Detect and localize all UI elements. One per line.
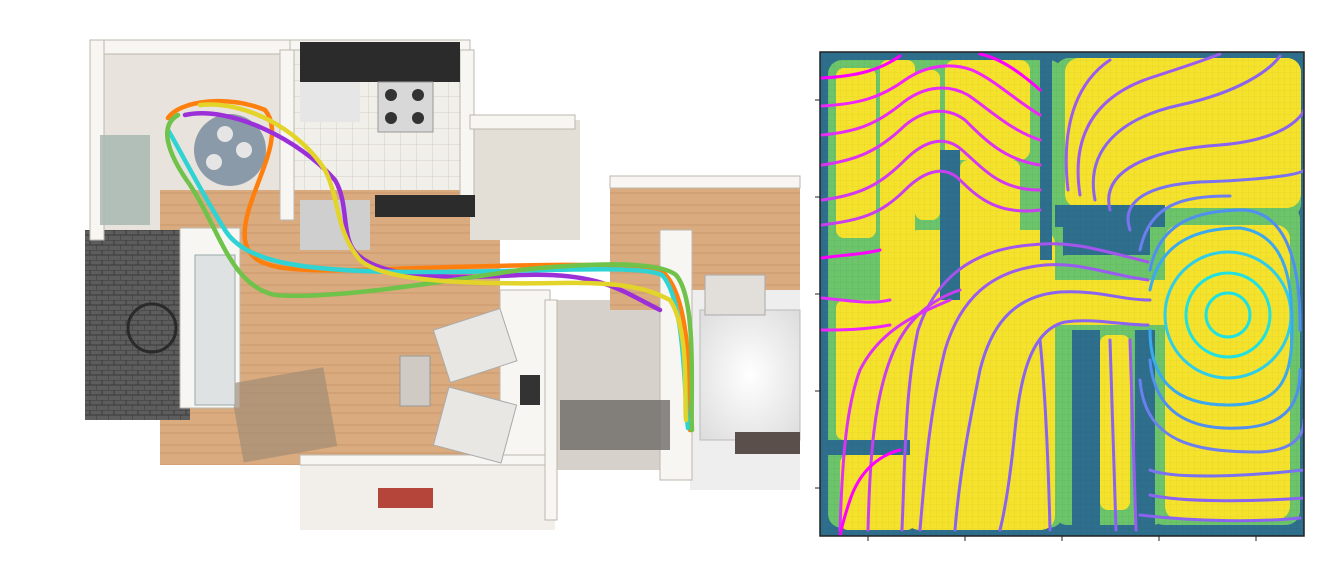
contour-line <box>1126 168 1304 478</box>
contour-line <box>866 288 962 532</box>
contour-line <box>1038 338 1052 532</box>
walls <box>89 39 801 521</box>
contour-line <box>1148 208 1302 430</box>
contour-line <box>820 248 882 260</box>
kitchen <box>300 42 475 250</box>
map-ticks <box>815 99 1257 541</box>
contour-line <box>820 139 1042 202</box>
contour-line <box>1184 271 1272 359</box>
contour-line <box>820 52 1042 92</box>
contour-line <box>1107 108 1304 503</box>
trajectory-green <box>165 112 695 433</box>
contour-line <box>1076 52 1222 197</box>
contour-line <box>1128 338 1138 532</box>
dining-table <box>100 114 266 225</box>
contour-line <box>820 109 1042 167</box>
contour-line <box>1204 291 1252 339</box>
trajectory-yellow <box>197 102 689 423</box>
contour-line <box>838 298 952 532</box>
contour-line <box>820 64 1042 117</box>
contour-line <box>1091 54 1302 523</box>
living-room <box>229 307 540 508</box>
contour-line <box>820 296 892 304</box>
trajectory-purple <box>182 111 663 313</box>
contour-line <box>1108 338 1118 532</box>
contour-lines <box>820 52 1304 536</box>
contour-line <box>998 319 1150 532</box>
contour-line <box>1064 58 1112 192</box>
bathroom <box>126 254 236 406</box>
contour-line <box>1148 226 1294 407</box>
contour-line <box>838 448 902 536</box>
floorplan-render <box>45 39 801 530</box>
contour-line <box>820 169 1042 227</box>
contour-line <box>918 263 1150 532</box>
contour-line <box>820 323 892 332</box>
contour-line <box>900 242 1150 532</box>
bedroom <box>560 274 801 454</box>
trajectories <box>165 98 695 433</box>
contour-line <box>1138 194 1304 454</box>
distance-field-map <box>815 51 1305 541</box>
contour-line <box>953 290 1152 532</box>
contour-line <box>820 86 1042 142</box>
